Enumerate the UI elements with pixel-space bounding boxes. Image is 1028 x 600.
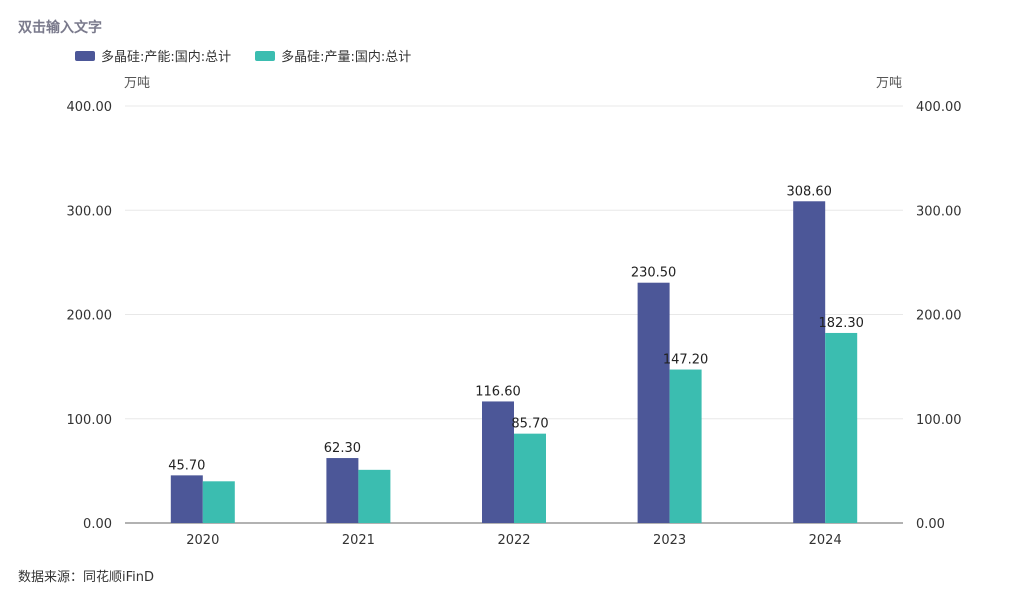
data-label-capacity: 308.60: [786, 184, 832, 199]
y-tick-label-right: 400.00: [916, 100, 962, 115]
y-tick-label-left: 400.00: [67, 100, 113, 115]
data-label-capacity: 62.30: [324, 441, 361, 456]
y-tick-label-left: 200.00: [67, 309, 113, 324]
legend-swatch-output: [255, 50, 276, 61]
legend-label-output: 多晶硅:产量:国内:总计: [281, 50, 412, 65]
bar-output: [669, 369, 702, 523]
y-tick-label-left: 0.00: [83, 517, 112, 532]
data-label-capacity: 45.70: [168, 458, 205, 473]
x-tick-label: 2023: [653, 533, 686, 548]
bar-output: [358, 469, 391, 523]
right-axis-unit: 万吨: [876, 76, 903, 91]
y-tick-label-right: 0.00: [916, 517, 945, 532]
bar-output: [514, 433, 546, 523]
x-tick-label: 2021: [342, 533, 375, 548]
legend: 多晶硅:产能:国内:总计 多晶硅:产量:国内:总计: [75, 46, 411, 65]
bar-output: [202, 481, 235, 523]
bar-output: [825, 332, 858, 523]
data-label-output: 85.70: [511, 417, 548, 432]
y-tick-label-left: 100.00: [67, 413, 113, 428]
x-tick-label: 2022: [497, 533, 530, 548]
bar-capacity: [326, 458, 359, 523]
y-tick-label-right: 100.00: [916, 413, 962, 428]
data-label-capacity: 116.60: [475, 384, 521, 399]
bar-capacity: [482, 401, 514, 523]
legend-label-capacity: 多晶硅:产能:国内:总计: [101, 50, 232, 65]
data-label-capacity: 230.50: [631, 266, 677, 281]
bar-capacity: [170, 475, 203, 523]
bar-capacity: [637, 282, 670, 523]
y-tick-label-left: 300.00: [67, 204, 113, 219]
legend-item-capacity[interactable]: 多晶硅:产能:国内:总计: [75, 46, 231, 65]
legend-item-output[interactable]: 多晶硅:产量:国内:总计: [255, 46, 411, 65]
data-source: 数据来源：同花顺iFinD: [18, 570, 155, 585]
x-tick-label: 2020: [186, 533, 219, 548]
bar-capacity: [793, 201, 826, 524]
data-label-output: 147.20: [663, 353, 709, 368]
data-label-output: 182.30: [818, 316, 864, 331]
left-axis-unit: 万吨: [124, 76, 151, 91]
x-tick-label: 2024: [809, 533, 842, 548]
y-tick-label-right: 200.00: [916, 309, 962, 324]
chart-title[interactable]: 双击输入文字: [18, 20, 102, 36]
y-tick-label-right: 300.00: [916, 204, 962, 219]
legend-swatch-capacity: [75, 50, 95, 61]
